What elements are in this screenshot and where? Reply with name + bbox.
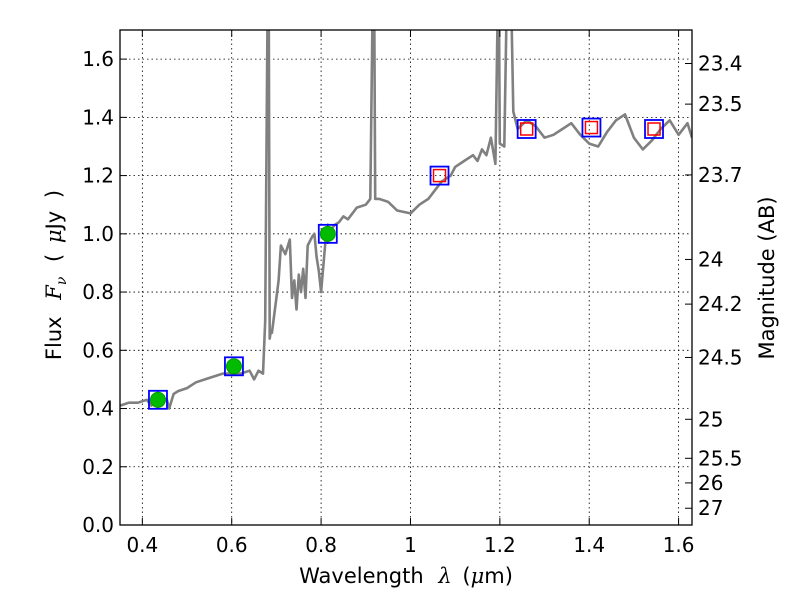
y-tick-label: 1.2: [82, 164, 114, 188]
magnitude-tick-label: 23.4: [698, 52, 743, 76]
x-tick-label: 0.8: [305, 533, 337, 557]
x-axis-label-mu: μ: [471, 564, 485, 588]
y-tick-label: 1.0: [82, 222, 114, 246]
y-tick-label: 0.0: [82, 513, 114, 537]
y-axis-label-prefix: Flux: [42, 316, 66, 360]
grid-lines: [120, 30, 692, 526]
axis-ticks: 0.4 0.6 0.8 1 1.2 1.4 1.6 0.0 0.2 0.4 0.6 0.8 1.0 1.2…: [82, 30, 743, 557]
model-photometry-square: [148, 389, 168, 410]
x-tick-label: 1.4: [573, 533, 605, 557]
x-axis-label-symbol: λ: [437, 564, 451, 588]
y-tick-label: 0.2: [82, 455, 114, 479]
upper-limit-square: [432, 168, 447, 183]
model-photometry-square: [429, 165, 450, 186]
x-axis-label-prefix: Wavelength: [299, 564, 424, 588]
model-photometry-square: [317, 223, 338, 244]
upper-limit-square: [647, 122, 661, 136]
observed-point: [149, 391, 166, 408]
magnitude-tick-label: 23.5: [698, 92, 743, 116]
upper-limit-square: [584, 120, 599, 135]
y-axis-label-symbol: F: [42, 284, 66, 301]
y-axis-label-mu: μ: [42, 229, 66, 243]
y-axis-label-paren-close: ): [42, 190, 66, 198]
observed-point: [225, 358, 242, 375]
magnitude-tick-label: 25: [698, 407, 723, 431]
model-photometry-square: [516, 119, 537, 139]
y-tick-label: 0.6: [82, 338, 114, 362]
x-axis-label-paren: (: [462, 564, 470, 588]
model-photometry-square: [581, 117, 602, 138]
magnitude-tick-label: 23.7: [698, 163, 743, 187]
y-tick-label: 1.6: [82, 47, 114, 71]
x-axis-label-unit: m): [484, 564, 513, 588]
model-photometry-square: [644, 119, 664, 139]
x-tick-label: 1.6: [663, 533, 695, 557]
magnitude-tick-label: 24.5: [698, 345, 743, 369]
magnitude-tick-label: 24: [698, 247, 723, 271]
x-tick-label: 0.6: [216, 533, 248, 557]
y-axis-label-unit: Jy: [42, 211, 66, 232]
magnitude-tick-label: 25.5: [698, 446, 743, 470]
y-axis-label-subscript: ν: [54, 276, 70, 285]
y-tick-label: 0.4: [82, 397, 114, 421]
y-axis-label: Flux Fν ( μJy ): [42, 190, 71, 360]
magnitude-tick-label: 24.2: [698, 292, 743, 316]
x-axis-label: Wavelength λ (μm): [299, 564, 513, 588]
y-tick-label: 1.4: [82, 105, 114, 129]
plot-area: [120, 30, 692, 410]
magnitude-axis-label: Magnitude (AB): [755, 196, 779, 359]
y-axis-label-paren-open: (: [42, 254, 66, 262]
spectrum-line: [120, 30, 692, 410]
x-tick-label: 0.4: [126, 533, 158, 557]
magnitude-tick-label: 26: [698, 471, 723, 495]
x-tick-label: 1.2: [484, 533, 516, 557]
magnitude-tick-label: 27: [698, 496, 723, 520]
plot-frame: [119, 29, 693, 526]
upper-limit-square: [519, 122, 534, 136]
model-photometry-square: [224, 356, 244, 377]
observed-point: [319, 225, 336, 242]
y-tick-label: 0.8: [82, 280, 114, 304]
x-tick-label: 1: [404, 533, 417, 557]
